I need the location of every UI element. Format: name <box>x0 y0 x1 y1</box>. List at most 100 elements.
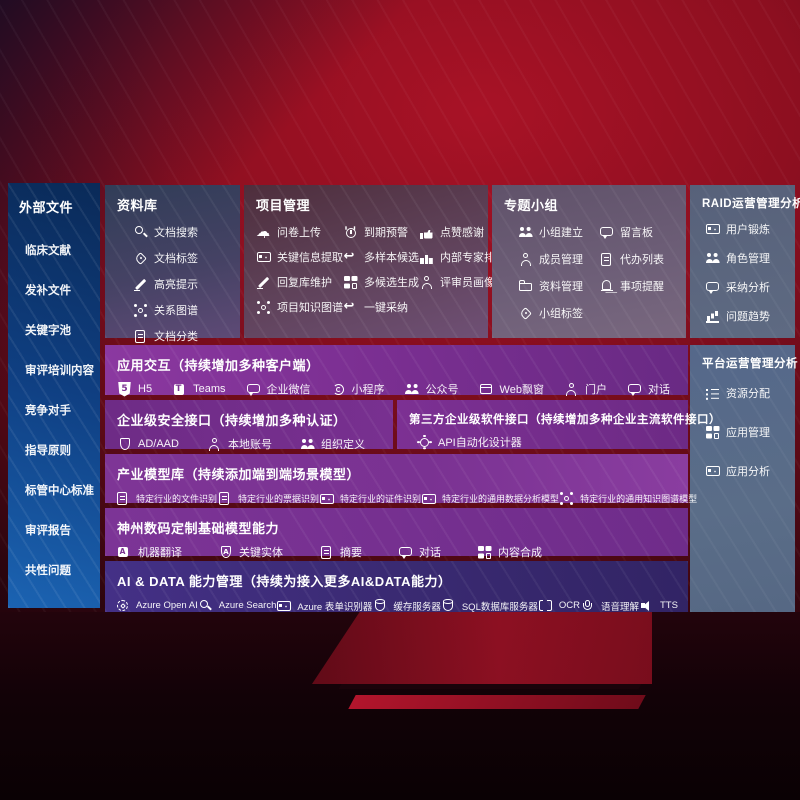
band-security-interface: 企业级安全接口（持续增加多种认证） AD/AAD 本地账号 组织定义 <box>105 400 393 452</box>
panel-raid-analysis: RAID运营管理分析 用户锻炼 角色管理 采纳分析 <box>690 185 800 338</box>
feature-label: SQL数据库服务器 <box>461 601 538 613</box>
band-title: 神州数码定制基础模型能力 <box>117 521 280 536</box>
feature-item: 摘要 <box>319 544 362 560</box>
feature-label: 特定行业的通用数据分析模型 <box>442 494 560 504</box>
grid-icon <box>343 275 358 290</box>
feature-item: 关系图谱 <box>133 302 234 318</box>
background-red-bar <box>348 695 646 709</box>
group-grid: 小组建立 留言板 成员管理 代办列表 <box>492 214 686 321</box>
feature-item: 特定行业的证件识别 <box>319 491 421 506</box>
chat-icon <box>627 382 642 397</box>
feature-item: 特定行业的通用数据分析模型 <box>421 491 559 506</box>
list-icon <box>705 386 720 401</box>
sidebar-item-label: 关键字池 <box>25 325 71 337</box>
h5-icon <box>118 381 131 397</box>
feature-label: 代办列表 <box>620 254 664 266</box>
tts-icon <box>639 598 654 613</box>
feature-item: 应用管理 <box>705 424 789 440</box>
panel-title: 专题小组 <box>504 198 559 213</box>
gear-icon <box>417 434 432 450</box>
card-icon <box>276 598 291 613</box>
platform-list: 资源分配 应用管理 应用分析 <box>690 371 795 479</box>
feature-item: 问题趋势 <box>705 308 789 324</box>
feature-label: 特定行业的文件识别 <box>136 494 218 504</box>
doc-icon <box>133 329 148 344</box>
panel-title: 资料库 <box>117 198 158 213</box>
feature-label: TTS <box>660 600 678 611</box>
feature-item: 应用分析 <box>705 463 789 479</box>
feature-label: Teams <box>193 383 226 395</box>
feature-label: 到期预警 <box>364 227 408 239</box>
feature-item: 公众号 <box>405 381 459 397</box>
interaction-list: H5 Teams 企业微信 小程序 <box>105 374 688 397</box>
people-icon <box>405 382 420 397</box>
sidebar-item: 发补文件 <box>25 282 96 298</box>
feature-label: 高亮提示 <box>154 279 198 291</box>
feature-label: 评审员画像 <box>440 277 495 289</box>
chat-icon <box>398 545 413 560</box>
feature-label: 本地账号 <box>227 439 272 451</box>
rank-icon <box>419 250 434 265</box>
background-dark-line <box>338 684 642 689</box>
feature-item: API自动化设计器 <box>417 434 522 450</box>
sidebar-item-label: 审评报告 <box>25 525 71 537</box>
panel-library: 资料库 文档搜索 文档标签 高亮提示 <box>105 185 240 343</box>
feature-label: 关键信息提取 <box>277 252 343 264</box>
feature-item: 对话 <box>627 381 670 397</box>
feature-label: 采纳分析 <box>726 282 770 294</box>
net-icon <box>559 491 574 506</box>
sidebar-item-label: 指导原则 <box>25 445 71 457</box>
feature-item: 点赞感谢 <box>419 224 506 240</box>
feature-item: 留言板 <box>599 224 680 240</box>
band-industry-models: 产业模型库（持续添加端到端场景模型） 特定行业的文件识别 特定行业的票据识别 特… <box>105 454 697 506</box>
panel-external-files: 外部文件 临床文献 发补文件 关键字池 审评培训内容 <box>8 183 100 608</box>
person-icon <box>419 275 434 290</box>
feature-label: AD/AAD <box>138 438 179 450</box>
feature-label: 一键采纳 <box>364 302 408 314</box>
sidebar-item-label: 审评培训内容 <box>25 365 94 377</box>
sidebar-item: 临床文献 <box>25 242 96 258</box>
card-icon <box>421 491 436 506</box>
chat-icon <box>246 382 261 397</box>
feature-item: 特定行业的文件识别 <box>115 491 217 506</box>
band-base-models: 神州数码定制基础模型能力 机器翻译 关键实体 摘要 <box>105 508 688 559</box>
tag-icon <box>518 306 533 321</box>
feature-item: 企业微信 <box>246 381 311 397</box>
feature-item: 本地账号 <box>207 436 272 452</box>
feature-item: 项目知识图谱 <box>256 299 343 315</box>
thumb-icon <box>419 225 434 240</box>
db-icon <box>372 598 387 613</box>
feature-label: Azure 表单识别器 <box>297 601 373 613</box>
feature-item: 用户锻炼 <box>705 221 789 237</box>
feature-label: 关键实体 <box>239 547 283 559</box>
band-title: AI & DATA 能力管理（持续为接入更多AI&DATA能力） <box>117 574 452 589</box>
doc-icon <box>115 491 130 506</box>
feature-label: 应用管理 <box>726 427 770 439</box>
feature-item: 多候选生成 <box>343 274 419 290</box>
people-icon <box>300 437 315 452</box>
panel-project-management: 项目管理 问卷上传 到期预警 点赞感谢 <box>244 185 506 338</box>
sidebar-item: 审评培训内容 <box>25 362 96 378</box>
pen-icon <box>133 277 148 292</box>
thirdparty-list: API自动化设计器 <box>397 427 688 450</box>
feature-item: 文档搜索 <box>133 224 234 240</box>
net-icon <box>256 300 271 315</box>
project-grid: 问卷上传 到期预警 点赞感谢 关键信息提取 <box>244 214 506 315</box>
panel-title: 外部文件 <box>19 200 74 215</box>
card-icon <box>256 250 271 265</box>
feature-label: 资源分配 <box>726 388 770 400</box>
feature-label: 内部专家排名 <box>440 252 506 264</box>
feature-label: 缓存服务器 <box>393 601 441 613</box>
band-app-interaction: 应用交互（持续增加多种客户端） H5 Teams 企业微信 <box>105 345 688 397</box>
feature-label: 多样本候选 <box>364 252 419 264</box>
ai-data-list: Azure Open AI Azure Search Azure 表单识别器 缓… <box>105 590 688 613</box>
feature-item: 小组建立 <box>518 224 599 240</box>
feature-item: 小组标签 <box>518 305 599 321</box>
feature-item: 缓存服务器 <box>372 598 441 613</box>
feature-item: 文档标签 <box>133 250 234 266</box>
band-title: 应用交互（持续增加多种客户端） <box>117 358 320 373</box>
feature-label: 文档分类 <box>154 331 198 343</box>
panel-topic-groups: 专题小组 小组建立 留言板 成员管理 <box>492 185 686 338</box>
mini-icon <box>331 382 346 397</box>
feature-item: 到期预警 <box>343 224 419 240</box>
